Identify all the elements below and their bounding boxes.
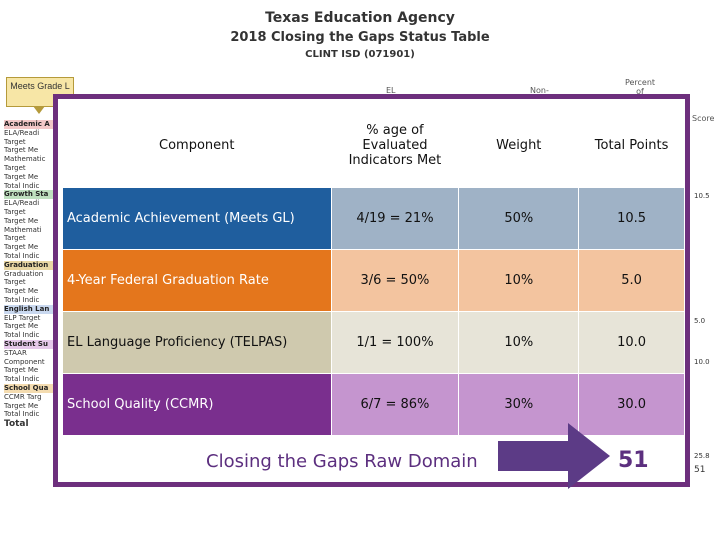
bg-row-label: Total Indic xyxy=(4,331,40,340)
component-cell: School Quality (CCMR) xyxy=(62,373,332,436)
bg-row-label: Total Indic xyxy=(4,375,40,384)
table-row: School Quality (CCMR) 6/7 = 86% 30% 30.0 xyxy=(62,373,685,436)
bg-row-label: Target Me xyxy=(4,243,39,252)
header-total-points: Total Points xyxy=(578,103,685,188)
bg-row-label: Mathemati xyxy=(4,225,42,234)
bg-row-label: Total xyxy=(4,419,29,430)
bg-row-label: English Lan xyxy=(4,304,56,314)
total-points-cell: 5.0 xyxy=(578,249,685,312)
meets-grade-level-callout: Meets Grade L xyxy=(6,77,74,114)
bg-header-percent: Percent of xyxy=(624,78,656,96)
bg-row-label: Target Me xyxy=(4,172,39,181)
bg-row-label: Target Me xyxy=(4,287,39,296)
bg-row-label: Target Me xyxy=(4,401,39,410)
weight-cell: 10% xyxy=(458,311,580,374)
bg-row-label: School Qua xyxy=(4,383,56,393)
header-percent-met: % age of Evaluated Indicators Met xyxy=(331,103,459,188)
bg-row-label: Target xyxy=(4,278,26,287)
bg-row-label: CCMR Targ xyxy=(4,392,42,401)
bg-score-value: 10.5 xyxy=(694,192,710,200)
district-name: CLINT ISD (071901) xyxy=(305,49,415,60)
header-weight: Weight xyxy=(458,103,579,188)
bg-row-label: Graduation xyxy=(4,269,44,278)
table-row: 4-Year Federal Graduation Rate 3/6 = 50% 1… xyxy=(62,249,685,312)
table-title: 2018 Closing the Gaps Status Table xyxy=(230,30,490,45)
right-arrow-icon xyxy=(498,423,610,489)
header-component: Component xyxy=(62,103,331,188)
bg-row-label: Target Me xyxy=(4,322,39,331)
weight-cell: 30% xyxy=(458,373,580,436)
bg-row-label: Target xyxy=(4,137,26,146)
bg-row-label: ELA/Readi xyxy=(4,199,40,208)
bg-row-label: STAAR xyxy=(4,348,27,357)
percent-met-cell: 6/7 = 86% xyxy=(330,373,460,436)
percent-met-cell: 4/19 = 21% xyxy=(330,187,460,250)
bg-row-label: Target Me xyxy=(4,146,39,155)
bg-row-label: Target Me xyxy=(4,366,39,375)
bg-row-label: Total Indic xyxy=(4,181,40,190)
bg-row-label: Academic A xyxy=(4,120,56,129)
weight-cell: 50% xyxy=(458,187,580,250)
bg-header-score: Score xyxy=(692,114,715,123)
component-cell: 4-Year Federal Graduation Rate xyxy=(62,249,332,312)
summary-table: Component % age of Evaluated Indicators … xyxy=(62,103,685,436)
component-cell: Academic Achievement (Meets GL) xyxy=(62,187,332,250)
bg-header-non: Non- xyxy=(530,86,549,95)
weight-cell: 10% xyxy=(458,249,580,312)
bg-row-label: Mathematic xyxy=(4,155,46,164)
bg-score-value: 25.8 xyxy=(694,452,710,460)
header-row: Component % age of Evaluated Indicators … xyxy=(62,103,685,188)
bg-header-el: EL xyxy=(386,86,396,95)
total-points-cell: 10.5 xyxy=(578,187,685,250)
bg-row-label: Growth Sta xyxy=(4,190,56,200)
total-points-cell: 10.0 xyxy=(578,311,685,374)
bg-row-label: Target xyxy=(4,234,26,243)
closing-gaps-summary-panel: Component % age of Evaluated Indicators … xyxy=(53,94,690,489)
bg-row-label: Total Indic xyxy=(4,295,40,304)
bg-row-label: Target xyxy=(4,163,26,172)
table-row: Academic Achievement (Meets GL) 4/19 = 21… xyxy=(62,187,685,250)
bg-score-total: 51 xyxy=(694,465,706,475)
bg-row-label: Student Su xyxy=(4,339,56,349)
bg-row-label: Target xyxy=(4,207,26,216)
bg-row-label: Target Me xyxy=(4,216,39,225)
agency-title: Texas Education Agency xyxy=(265,10,455,26)
bg-row-label: Graduation xyxy=(4,260,56,270)
bg-score-value: 10.0 xyxy=(694,358,710,366)
component-cell: EL Language Proficiency (TELPAS) xyxy=(62,311,332,374)
background-right-column: 10.5 5.0 10.0 25.8 51 xyxy=(692,112,718,492)
total-points-cell: 30.0 xyxy=(578,373,685,436)
background-left-column: Academic A ELA/Readi Target Target Me Mathem… xyxy=(4,120,56,480)
percent-met-cell: 3/6 = 50% xyxy=(330,249,460,312)
bg-row-label: ELP Target xyxy=(4,313,41,322)
bg-row-label: ELA/Readi xyxy=(4,128,40,137)
bg-row-label: Total Indic xyxy=(4,410,40,419)
bg-row-label: Component xyxy=(4,357,45,366)
raw-domain-label: Closing the Gaps Raw Domain xyxy=(206,451,478,472)
percent-met-cell: 1/1 = 100% xyxy=(330,311,460,374)
bg-score-value: 5.0 xyxy=(694,317,706,325)
raw-domain-total: 51 xyxy=(618,448,649,473)
table-row: EL Language Proficiency (TELPAS) 1/1 = 10… xyxy=(62,311,685,374)
bg-row-label: Total Indic xyxy=(4,251,40,260)
